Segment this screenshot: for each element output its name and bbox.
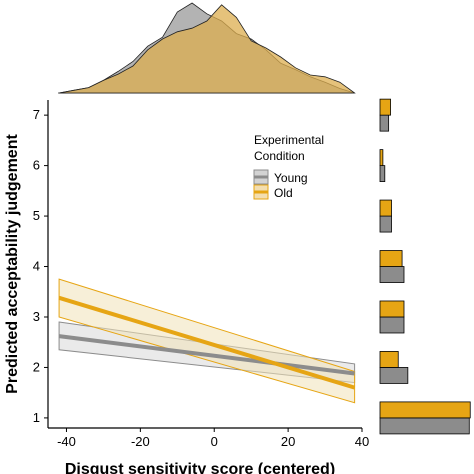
x-axis-title: Disgust sensitivity score (centered) <box>65 461 335 474</box>
x-tick-label: -20 <box>131 434 150 449</box>
x-tick-label: 20 <box>281 434 295 449</box>
hist-bar-old <box>379 401 471 419</box>
regression-line-young <box>58 334 355 376</box>
y-tick-label: 5 <box>33 208 40 223</box>
hist-bar-young <box>379 367 409 384</box>
y-tick-label: 4 <box>33 259 40 274</box>
y-axis-title: Predicted acceptability judgement <box>4 134 21 394</box>
main-plot-panel: 1 2 3 4 5 6 7 -40 -20 0 20 40 <box>33 100 369 449</box>
y-tick-label: 1 <box>33 410 40 425</box>
hist-bar-old <box>379 98 391 116</box>
hist-bar-young <box>379 316 405 334</box>
legend-label-old: Old <box>274 186 293 200</box>
legend-title-line-2: Condition <box>254 149 305 163</box>
y-tick-label: 2 <box>33 359 40 374</box>
legend-title-line-1: Experimental <box>254 133 324 147</box>
y-tick-label: 3 <box>33 309 40 324</box>
hist-bar-young <box>379 215 392 233</box>
hist-bar-old <box>379 149 384 167</box>
x-tick-label: 40 <box>355 434 369 449</box>
hist-bar-old <box>379 250 403 267</box>
hist-bar-old <box>379 199 392 217</box>
hist-bar-old <box>379 300 405 318</box>
x-axis-ticks: -40 -20 0 20 40 <box>57 428 369 449</box>
y-axis-ticks: 1 2 3 4 5 6 7 <box>33 107 48 425</box>
hist-bar-young <box>379 165 386 183</box>
regression-line-old <box>58 295 356 390</box>
y-tick-label: 7 <box>33 107 40 122</box>
hist-bar-young <box>379 417 470 435</box>
y-tick-label: 6 <box>33 158 40 173</box>
density-area-old <box>59 4 356 94</box>
x-tick-label: -40 <box>57 434 76 449</box>
hist-bar-young <box>379 266 405 283</box>
right-histogram <box>379 98 471 435</box>
hist-bar-old <box>379 351 399 368</box>
hist-bar-young <box>379 114 390 132</box>
legend-label-young: Young <box>274 171 308 185</box>
x-tick-label: 0 <box>211 434 218 449</box>
regression-lines <box>58 295 356 390</box>
top-density-plot <box>58 2 356 94</box>
